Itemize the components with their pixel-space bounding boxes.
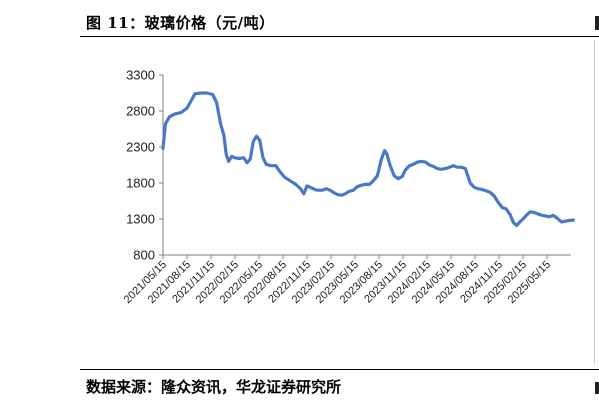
y-tick-label: 3300 bbox=[126, 68, 155, 83]
edge-mark-bottom bbox=[595, 382, 599, 394]
y-tick-label: 800 bbox=[133, 248, 155, 263]
edge-mark-top bbox=[595, 16, 599, 30]
x-axis: 2021/05/152021/08/152021/11/152022/02/15… bbox=[122, 254, 571, 306]
figure-title: 图 11：玻璃价格（元/吨） bbox=[86, 14, 275, 32]
source-note: 数据来源：隆众资讯，华龙证券研究所 bbox=[86, 378, 342, 396]
bottom-rule bbox=[80, 369, 599, 370]
y-tick-label: 1800 bbox=[126, 176, 155, 191]
series-line bbox=[161, 91, 576, 228]
series-group bbox=[161, 91, 576, 228]
top-rule bbox=[80, 36, 599, 37]
y-axis: 800 1300 1800 2300 2800 3300 bbox=[126, 68, 164, 263]
y-tick-label: 2300 bbox=[126, 140, 155, 155]
y-tick-label: 1300 bbox=[126, 212, 155, 227]
y-tick-label: 2800 bbox=[126, 104, 155, 119]
right-edge-rule bbox=[594, 40, 595, 364]
